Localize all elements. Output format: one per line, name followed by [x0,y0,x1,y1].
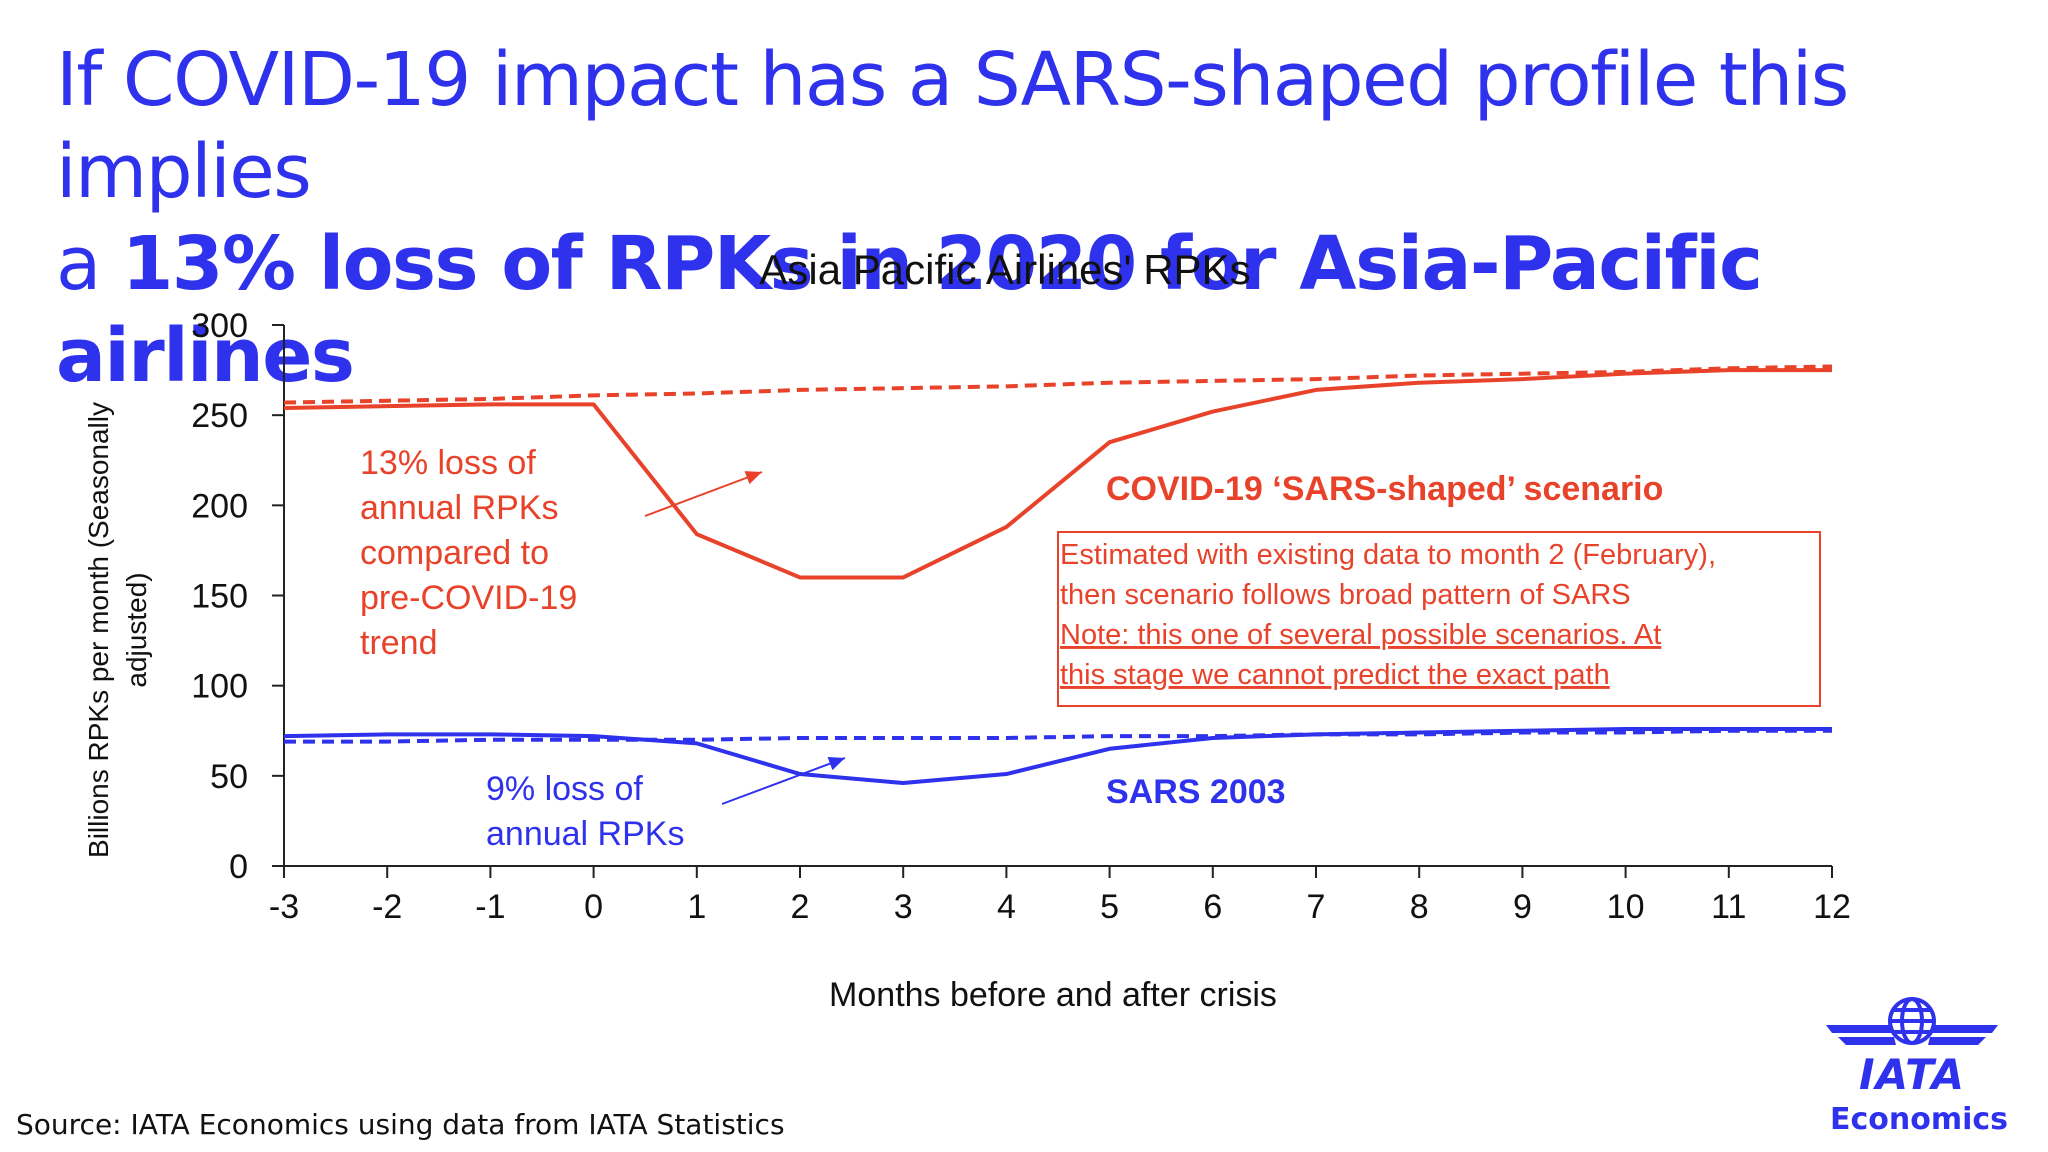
covid-loss-annotation-line: pre-COVID-19 [360,579,577,617]
sars-loss-annotation-line: 9% loss of [486,770,643,808]
sars-loss-annotation-line: annual RPKs [486,815,684,853]
scenario-note-box [1057,531,1821,707]
covid-loss-annotation-line: 13% loss of [360,444,536,482]
x-tick-label: -1 [475,888,505,926]
x-tick-label: 12 [1813,888,1851,926]
x-tick-label: 10 [1607,888,1645,926]
y-tick-label: 0 [229,848,248,886]
x-tick-label: 6 [1203,888,1222,926]
covid-loss-annotation-line: trend [360,624,438,662]
y-axis-title-line-2: adjusted) [121,572,152,687]
y-axis-title: Billions RPKs per month (Seasonally adju… [83,402,152,858]
y-tick-label: 50 [210,758,248,796]
headline-line-2-plain: a [56,221,122,307]
globe-icon [1888,997,1936,1045]
scenario-note-line: Estimated with existing data to month 2 … [1060,539,1716,571]
x-tick-label: 0 [584,888,603,926]
x-tick-label: -3 [269,888,299,926]
x-tick-label: 1 [687,888,706,926]
y-axis-title-line-1: Billions RPKs per month (Seasonally [83,402,114,858]
x-tick-label: 4 [997,888,1016,926]
y-tick-label: 250 [191,397,248,435]
iata-globe-logo [1826,997,1998,1045]
scenario-note-line: Note: this one of several possible scena… [1060,619,1661,651]
headline-line-2-bold: 13% loss of RPKs in 2020 for Asia-Pacifi… [56,221,1763,399]
x-tick-label: 9 [1513,888,1532,926]
x-tick-label: 7 [1307,888,1326,926]
source-note: Source: IATA Economics using data from I… [16,1108,785,1141]
trend-line-1 [283,364,1833,405]
trend-line-3 [284,728,1832,744]
y-tick-label: 100 [191,668,248,706]
x-tick-label: 8 [1410,888,1429,926]
sars-series-label: SARS 2003 [1106,773,1286,811]
x-tick-label: 3 [894,888,913,926]
x-tick-label: 5 [1100,888,1119,926]
y-tick-label: 150 [191,578,248,616]
chart-title: Asia Pacific Airlines' RPKs [759,246,1250,293]
logo-wordmark: IATA [1858,1050,1965,1099]
logo-subtext: Economics [1830,1102,2009,1137]
covid-loss-arrow [644,471,763,517]
x-tick-label: -2 [372,888,402,926]
headline: If COVID-19 impact has a SARS-shaped pro… [56,34,2046,402]
covid-loss-annotation-line: annual RPKs [360,489,558,527]
series-line-0 [283,368,1832,580]
headline-line-1: If COVID-19 impact has a SARS-shaped pro… [56,37,1849,215]
x-axis-title: Months before and after crisis [829,976,1277,1014]
x-tick-label: 11 [1711,888,1746,926]
wings-icon [1826,1025,1998,1045]
covid-loss-annotation-line: compared to [360,534,549,572]
scenario-note-line: then scenario follows broad pattern of S… [1060,579,1631,611]
sars-loss-arrow [721,757,846,805]
chart-series [283,364,1833,786]
y-tick-label: 300 [191,307,248,345]
y-tick-label: 200 [191,487,248,525]
x-tick-label: 2 [791,888,810,926]
chart-annotations: 13% loss of annual RPKs compared to pre-COV… [360,444,1821,853]
sars-loss-arrow-head [827,757,845,771]
covid-series-label: COVID-19 ‘SARS-shaped’ scenario [1106,470,1663,508]
covid-loss-arrow-head [744,471,762,485]
scenario-note-line: this stage we cannot predict the exact p… [1060,659,1610,691]
series-line-2 [283,726,1832,786]
